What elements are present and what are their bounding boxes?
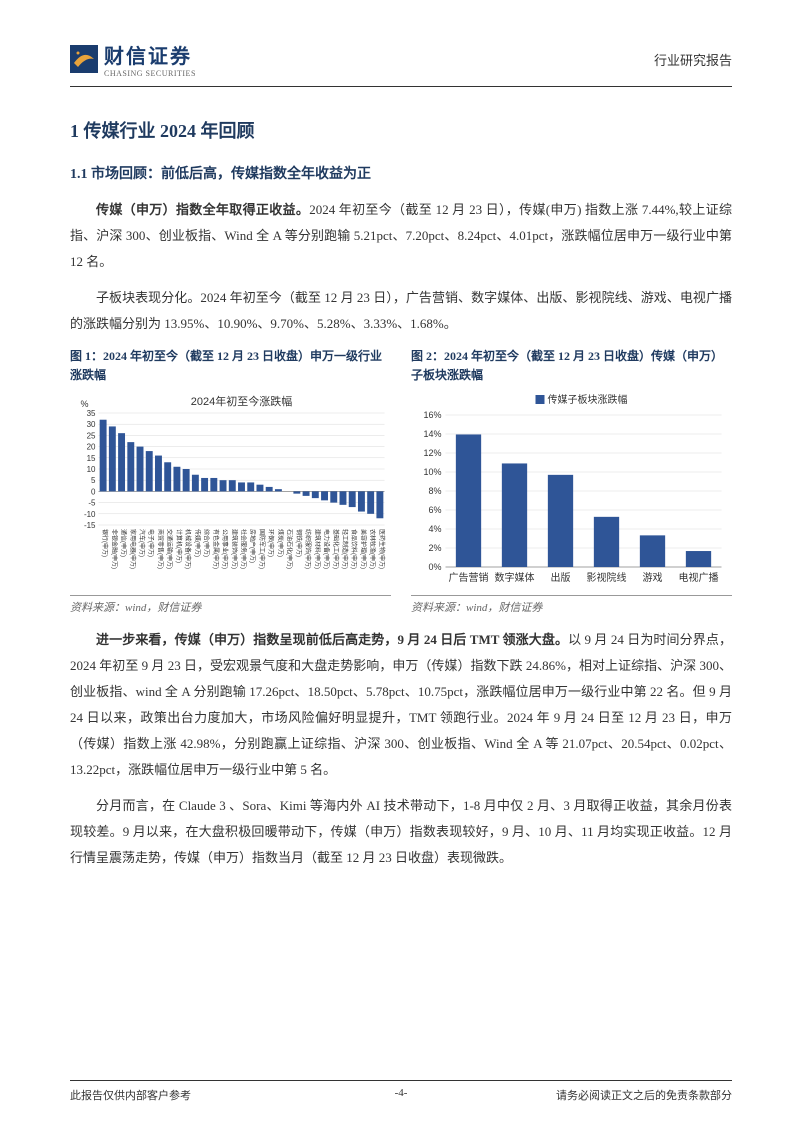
svg-text:传媒子板块涨跌幅: 传媒子板块涨跌幅 (548, 393, 628, 406)
svg-text:出版: 出版 (551, 571, 571, 584)
svg-text:0: 0 (91, 488, 96, 497)
svg-text:商贸零售(申万): 商贸零售(申万) (156, 529, 164, 569)
svg-text:煤炭(申万): 煤炭(申万) (276, 529, 284, 557)
svg-text:数字媒体: 数字媒体 (495, 571, 535, 584)
logo-text: 财信证券 CHASING SECURITIES (104, 40, 196, 78)
svg-text:基础化工(申万): 基础化工(申万) (332, 529, 340, 569)
chart-2: 传媒子板块涨跌幅 0% 2% 4% 6% 8% 10% 12% 14% 16% 广告营销数字媒体 出版… (411, 391, 732, 591)
svg-text:-15: -15 (84, 521, 96, 530)
svg-text:电力设备(申万): 电力设备(申万) (323, 529, 331, 569)
charts-row: 图 1：2024 年初至今（截至 12 月 23 日收盘）申万一级行业涨跌幅 2… (70, 347, 732, 615)
p3-rest: 以 9 月 24 日为时间分界点，2024 年初至 9 月 23 日，受宏观景气… (70, 632, 732, 777)
svg-text:纺织服饰(申万): 纺织服饰(申万) (304, 529, 312, 569)
svg-text:15: 15 (87, 454, 96, 463)
svg-text:35: 35 (87, 409, 96, 418)
svg-text:影视院线: 影视院线 (587, 571, 627, 584)
svg-text:20: 20 (87, 443, 96, 452)
chart-1-column: 图 1：2024 年初至今（截至 12 月 23 日收盘）申万一级行业涨跌幅 2… (70, 347, 391, 615)
svg-text:公用事业(申万): 公用事业(申万) (221, 529, 229, 569)
svg-text:美容护理(申万): 美容护理(申万) (359, 529, 367, 569)
svg-text:农林牧渔(申万): 农林牧渔(申万) (369, 529, 377, 569)
svg-text:计算机(申万): 计算机(申万) (175, 529, 183, 563)
svg-text:2%: 2% (428, 543, 441, 553)
svg-text:25: 25 (87, 432, 96, 441)
svg-text:家用电器(申万): 家用电器(申万) (129, 529, 137, 569)
svg-text:传媒(申万): 传媒(申万) (193, 529, 201, 557)
logo-icon (70, 45, 98, 73)
svg-text:8%: 8% (428, 486, 441, 496)
svg-text:%: % (81, 399, 89, 409)
p3-lead: 进一步来看，传媒（申万）指数呈现前低后高走势，9 月 24 日后 TMT 领涨大… (96, 632, 568, 647)
chart-1: 2024年初至今涨跌幅% -15 -10 -5 0 5 10 15 20 25 30 35 银行(申万)… (70, 391, 391, 591)
svg-text:钢铁(申万): 钢铁(申万) (295, 529, 303, 557)
page-footer: 此报告仅供内部客户参考 -4- 请务必阅读正文之后的免责条款部分 (70, 1080, 732, 1103)
company-name-en: CHASING SECURITIES (104, 69, 196, 78)
svg-text:石油石化(申万): 石油石化(申万) (286, 529, 294, 569)
svg-text:12%: 12% (423, 448, 441, 458)
chart-2-caption: 图 2：2024 年初至今（截至 12 月 23 日收盘）传媒（申万）子板块涨跌… (411, 347, 732, 385)
svg-text:银行(申万): 银行(申万) (101, 529, 109, 557)
svg-text:10%: 10% (423, 467, 441, 477)
chart-1-source: 资料来源：wind，财信证券 (70, 595, 391, 615)
page-header: 财信证券 CHASING SECURITIES 行业研究报告 (70, 40, 732, 87)
svg-text:游戏: 游戏 (643, 571, 663, 584)
footer-left: 此报告仅供内部客户参考 (70, 1087, 191, 1103)
chart-1-caption: 图 1：2024 年初至今（截至 12 月 23 日收盘）申万一级行业涨跌幅 (70, 347, 391, 385)
svg-text:16%: 16% (423, 410, 441, 420)
content: 1 传媒行业 2024 年回顾 1.1 市场回顾：前低后高，传媒指数全年收益为正… (70, 117, 732, 871)
chart-2-column: 图 2：2024 年初至今（截至 12 月 23 日收盘）传媒（申万）子板块涨跌… (411, 347, 732, 615)
paragraph-4: 分月而言，在 Claude 3 、Sora、Kimi 等海内外 AI 技术带动下… (70, 793, 732, 871)
svg-text:社会服务(申万): 社会服务(申万) (240, 529, 248, 569)
svg-text:10: 10 (87, 465, 96, 474)
svg-text:房地产(申万): 房地产(申万) (249, 529, 257, 563)
svg-text:通信(申万): 通信(申万) (120, 529, 128, 557)
svg-text:6%: 6% (428, 505, 441, 515)
footer-right: 请务必阅读正文之后的免责条款部分 (556, 1087, 732, 1103)
footer-page-number: -4- (395, 1087, 408, 1099)
svg-text:建筑装饰(申万): 建筑装饰(申万) (230, 529, 238, 569)
svg-text:电视广播: 电视广播 (679, 571, 719, 584)
svg-text:医药生物(申万): 医药生物(申万) (378, 529, 386, 569)
company-logo: 财信证券 CHASING SECURITIES (70, 40, 196, 78)
paragraph-2: 子板块表现分化。2024 年初至今（截至 12 月 23 日），广告营销、数字媒… (70, 285, 732, 337)
svg-text:轻工制造(申万): 轻工制造(申万) (341, 529, 349, 569)
svg-text:5: 5 (91, 477, 96, 486)
paragraph-1: 传媒（申万）指数全年取得正收益。2024 年初至今（截至 12 月 23 日），… (70, 197, 732, 275)
svg-text:环保(申万): 环保(申万) (267, 529, 275, 557)
svg-text:交通运输(申万): 交通运输(申万) (166, 529, 174, 569)
svg-text:食品饮料(申万): 食品饮料(申万) (350, 529, 358, 569)
svg-text:非银金融(申万): 非银金融(申万) (110, 529, 118, 569)
paragraph-3: 进一步来看，传媒（申万）指数呈现前低后高走势，9 月 24 日后 TMT 领涨大… (70, 627, 732, 783)
svg-text:有色金属(申万): 有色金属(申万) (212, 529, 220, 569)
section-heading-1-1: 1.1 市场回顾：前低后高，传媒指数全年收益为正 (70, 163, 732, 183)
company-name-cn: 财信证券 (104, 46, 192, 68)
svg-text:机械设备(申万): 机械设备(申万) (184, 529, 192, 569)
svg-text:-10: -10 (84, 510, 96, 519)
svg-text:汽车(申万): 汽车(申万) (138, 529, 146, 557)
svg-text:4%: 4% (428, 524, 441, 534)
svg-text:0%: 0% (428, 562, 441, 572)
svg-text:广告营销: 广告营销 (449, 571, 489, 584)
svg-text:14%: 14% (423, 429, 441, 439)
svg-text:电子(申万): 电子(申万) (147, 529, 155, 557)
page: 财信证券 CHASING SECURITIES 行业研究报告 1 传媒行业 20… (0, 0, 802, 931)
doc-type: 行业研究报告 (654, 50, 732, 69)
svg-text:-5: -5 (88, 499, 96, 508)
svg-text:国防军工(申万): 国防军工(申万) (258, 529, 266, 569)
svg-text:综合(申万): 综合(申万) (203, 529, 211, 557)
section-heading-1: 1 传媒行业 2024 年回顾 (70, 117, 732, 143)
svg-text:建筑材料(申万): 建筑材料(申万) (313, 529, 321, 569)
chart-2-source: 资料来源：wind，财信证券 (411, 595, 732, 615)
svg-text:30: 30 (87, 421, 96, 430)
p1-lead: 传媒（申万）指数全年取得正收益。 (96, 202, 309, 217)
svg-text:2024年初至今涨跌幅: 2024年初至今涨跌幅 (191, 394, 292, 408)
